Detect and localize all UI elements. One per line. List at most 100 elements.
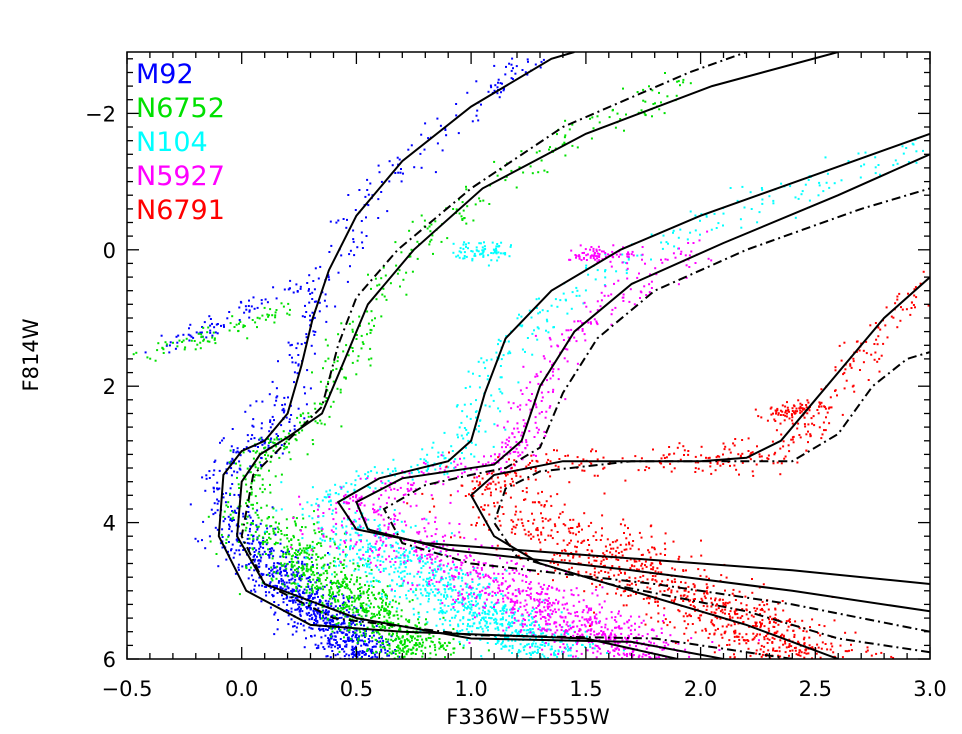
data-point	[261, 478, 264, 481]
data-point	[184, 346, 187, 349]
data-point	[580, 624, 583, 627]
data-point	[394, 561, 397, 563]
data-point	[278, 580, 280, 583]
data-point	[397, 649, 400, 652]
data-point	[248, 568, 251, 571]
data-point	[388, 160, 391, 163]
data-point	[185, 337, 188, 340]
data-point	[604, 633, 607, 636]
data-point	[387, 468, 390, 471]
data-point	[488, 576, 491, 578]
data-point	[374, 277, 377, 280]
data-point	[288, 579, 291, 582]
data-point	[339, 560, 342, 563]
data-point	[187, 333, 190, 336]
data-point	[603, 600, 606, 603]
data-point	[509, 584, 511, 587]
data-point	[266, 313, 269, 316]
data-point	[415, 504, 418, 507]
data-point	[449, 624, 452, 627]
data-point	[360, 334, 363, 337]
data-point	[238, 487, 241, 489]
data-point	[347, 587, 350, 590]
data-point	[502, 597, 504, 600]
data-point	[300, 343, 303, 346]
data-point	[289, 546, 292, 549]
data-point	[276, 395, 279, 398]
data-point	[211, 334, 214, 337]
data-point	[412, 553, 415, 556]
data-point	[220, 533, 223, 536]
data-point	[356, 638, 358, 641]
data-point	[454, 601, 456, 604]
data-point	[446, 565, 449, 568]
data-point	[358, 497, 361, 500]
data-point	[431, 234, 434, 237]
data-point	[322, 572, 325, 575]
data-point	[476, 575, 479, 578]
data-point	[607, 638, 610, 641]
data-point	[525, 590, 528, 592]
data-point	[512, 402, 515, 405]
data-point	[705, 215, 708, 218]
data-point	[502, 89, 505, 92]
data-point	[330, 635, 332, 638]
data-point	[330, 627, 333, 630]
data-point	[400, 640, 402, 643]
data-point	[439, 550, 442, 553]
data-point	[441, 535, 444, 538]
data-point	[165, 344, 168, 347]
data-point	[369, 182, 372, 185]
data-point	[386, 595, 388, 598]
data-point	[459, 619, 462, 622]
data-point	[584, 289, 587, 292]
data-point	[280, 473, 283, 476]
data-point	[354, 209, 357, 211]
data-point	[316, 619, 319, 622]
data-point	[478, 375, 481, 377]
data-point	[466, 572, 469, 574]
data-point	[194, 537, 197, 540]
data-point	[479, 576, 482, 579]
data-point	[557, 602, 559, 605]
data-point	[225, 492, 228, 495]
data-point	[316, 576, 319, 579]
data-point	[400, 168, 402, 170]
data-point	[229, 487, 232, 490]
data-point	[511, 57, 514, 60]
data-point	[589, 623, 592, 626]
data-point	[536, 652, 539, 654]
data-point	[354, 636, 357, 639]
data-point	[263, 488, 266, 491]
data-point	[517, 607, 520, 610]
data-point	[593, 634, 596, 637]
data-point	[485, 598, 488, 601]
data-point	[276, 526, 279, 529]
data-point	[634, 622, 636, 625]
data-point	[688, 655, 691, 658]
data-point	[327, 613, 330, 616]
data-point	[496, 622, 499, 625]
data-point	[293, 573, 296, 576]
data-point	[384, 608, 387, 611]
data-point	[384, 596, 387, 598]
data-point	[309, 387, 312, 390]
data-point	[434, 653, 437, 656]
data-point	[227, 535, 230, 538]
data-point	[474, 443, 477, 446]
data-point	[380, 514, 383, 517]
data-point	[357, 474, 360, 477]
data-point	[348, 322, 351, 325]
data-point	[461, 599, 464, 602]
data-point	[398, 628, 400, 631]
data-point	[383, 647, 386, 650]
data-point	[232, 451, 235, 454]
data-point	[264, 530, 267, 533]
data-point	[307, 577, 310, 579]
data-point	[401, 529, 404, 532]
data-point	[398, 596, 401, 599]
data-point	[650, 657, 653, 659]
data-point	[378, 171, 381, 174]
data-point	[288, 599, 291, 602]
data-point	[504, 594, 507, 597]
